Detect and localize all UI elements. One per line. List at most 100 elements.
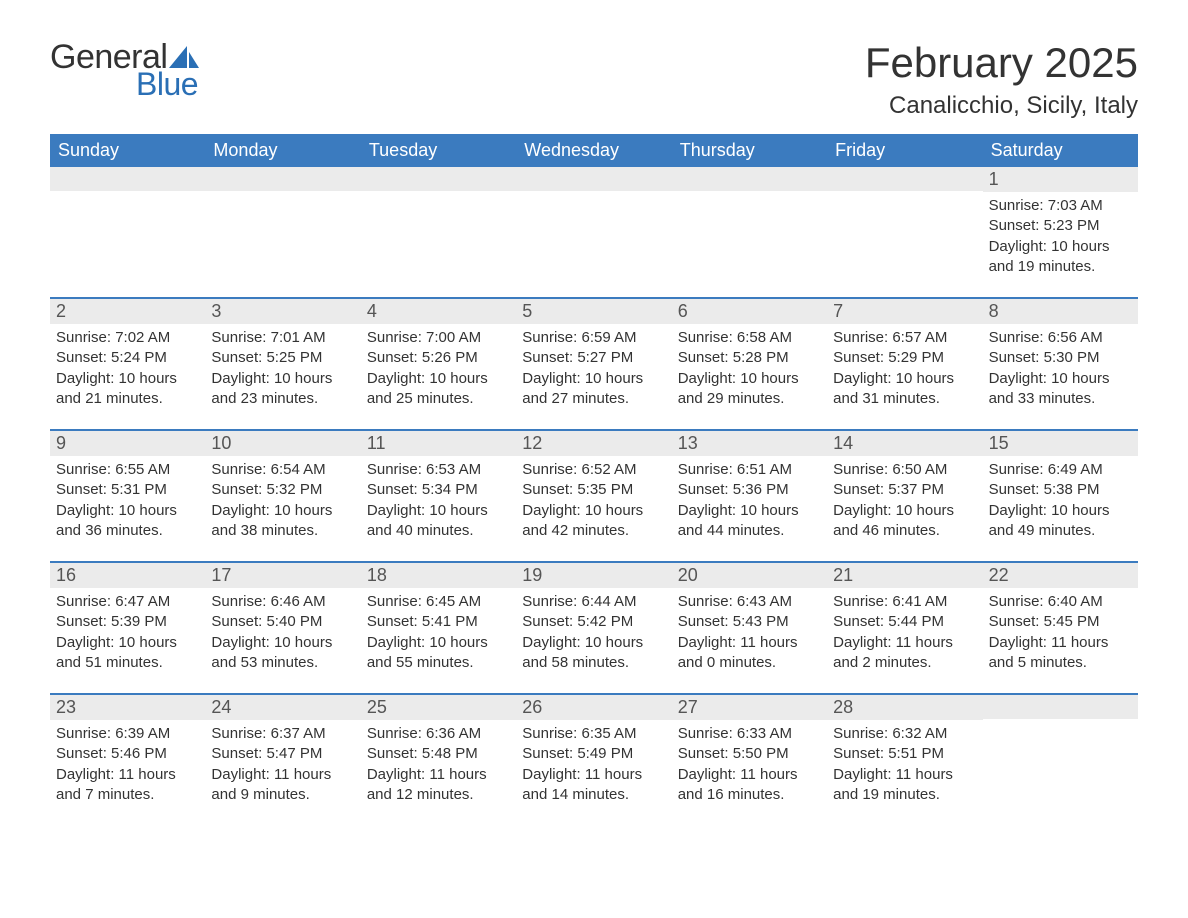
day-number: 26 [516,695,671,720]
sunset-value: 5:34 PM [422,481,478,498]
daylight-label: Daylight: [833,766,891,783]
sunset-line: Sunset: 5:48 PM [367,744,510,764]
daylight-line: Daylight: 11 hours and 5 minutes. [989,633,1132,674]
day-cell: 10Sunrise: 6:54 AMSunset: 5:32 PMDayligh… [205,431,360,561]
day-cell: 15Sunrise: 6:49 AMSunset: 5:38 PMDayligh… [983,431,1138,561]
day-body: Sunrise: 6:59 AMSunset: 5:27 PMDaylight:… [516,324,671,419]
sunrise-line: Sunrise: 6:35 AM [522,724,665,744]
daylight-label: Daylight: [56,370,114,387]
sunrise-value: 6:36 AM [426,725,481,742]
daylight-line: Daylight: 10 hours and 36 minutes. [56,501,199,542]
day-body: Sunrise: 6:37 AMSunset: 5:47 PMDaylight:… [205,720,360,815]
day-number: 22 [983,563,1138,588]
day-cell [205,167,360,297]
sunrise-line: Sunrise: 7:02 AM [56,328,199,348]
sunrise-label: Sunrise: [522,329,577,346]
sunrise-line: Sunrise: 6:32 AM [833,724,976,744]
sunset-label: Sunset: [678,613,729,630]
daylight-line: Daylight: 10 hours and 27 minutes. [522,369,665,410]
sunset-value: 5:49 PM [577,745,633,762]
day-body: Sunrise: 6:36 AM Sunset: 5:48 PMDaylight:… [361,720,516,815]
sunset-value: 5:32 PM [266,481,322,498]
daylight-label: Daylight: [678,634,736,651]
daylight-line: Daylight: 10 hours and 55 minutes. [367,633,510,674]
daylight-line: Daylight: 10 hours and 21 minutes. [56,369,199,410]
day-number: 5 [516,299,671,324]
sunset-value: 5:36 PM [733,481,789,498]
sunrise-label: Sunrise: [367,725,422,742]
sunset-line: Sunset: 5:32 PM [211,480,354,500]
sunset-value: 5:39 PM [111,613,167,630]
sunset-value: 5:28 PM [733,349,789,366]
sunset-label: Sunset: [833,745,884,762]
daylight-label: Daylight: [56,766,114,783]
weekday-header: Sunday [50,134,205,167]
sunrise-value: 6:35 AM [581,725,636,742]
day-cell: 9Sunrise: 6:55 AMSunset: 5:31 PMDaylight… [50,431,205,561]
daylight-line: Daylight: 10 hours and 31 minutes. [833,369,976,410]
sunrise-line: Sunrise: 6:50 AM [833,460,976,480]
daylight-line: Daylight: 11 hours and 19 minutes. [833,765,976,806]
day-cell: 2Sunrise: 7:02 AMSunset: 5:24 PMDaylight… [50,299,205,429]
sunset-line: Sunset: 5:35 PM [522,480,665,500]
sunset-line: Sunset: 5:25 PM [211,348,354,368]
day-cell: 6Sunrise: 6:58 AMSunset: 5:28 PMDaylight… [672,299,827,429]
sunset-value: 5:50 PM [733,745,789,762]
day-cell: 24Sunrise: 6:37 AMSunset: 5:47 PMDayligh… [205,695,360,825]
daylight-label: Daylight: [678,766,736,783]
sunset-value: 5:44 PM [888,613,944,630]
sunset-label: Sunset: [367,613,418,630]
day-body: Sunrise: 6:45 AMSunset: 5:41 PMDaylight:… [361,588,516,683]
sunrise-value: 7:02 AM [115,329,170,346]
sunset-line: Sunset: 5:49 PM [522,744,665,764]
sunset-line: Sunset: 5:50 PM [678,744,821,764]
logo-text-blue: Blue [136,68,199,100]
sunset-line: Sunset: 5:31 PM [56,480,199,500]
sunrise-label: Sunrise: [833,725,888,742]
sunset-line: Sunset: 5:44 PM [833,612,976,632]
sunset-label: Sunset: [522,613,573,630]
daylight-line: Daylight: 11 hours and 12 minutes. [367,765,510,806]
sunrise-label: Sunrise: [833,461,888,478]
day-cell: 19Sunrise: 6:44 AMSunset: 5:42 PMDayligh… [516,563,671,693]
week-row: 9Sunrise: 6:55 AMSunset: 5:31 PMDaylight… [50,429,1138,561]
sunrise-label: Sunrise: [522,461,577,478]
sunset-label: Sunset: [989,613,1040,630]
week-row: 1Sunrise: 7:03 AMSunset: 5:23 PMDaylight… [50,167,1138,297]
day-number: 28 [827,695,982,720]
sunset-label: Sunset: [833,613,884,630]
day-body: Sunrise: 7:00 AMSunset: 5:26 PMDaylight:… [361,324,516,419]
week-row: 2Sunrise: 7:02 AMSunset: 5:24 PMDaylight… [50,297,1138,429]
sunset-value: 5:24 PM [111,349,167,366]
sunrise-value: 6:47 AM [115,593,170,610]
day-cell: 8Sunrise: 6:56 AMSunset: 5:30 PMDaylight… [983,299,1138,429]
day-number: 25 [361,695,516,720]
sunrise-label: Sunrise: [522,725,577,742]
day-number: 23 [50,695,205,720]
day-cell: 27Sunrise: 6:33 AMSunset: 5:50 PMDayligh… [672,695,827,825]
day-body: Sunrise: 6:49 AMSunset: 5:38 PMDaylight:… [983,456,1138,551]
weekday-header: Friday [827,134,982,167]
daylight-line: Daylight: 10 hours and 23 minutes. [211,369,354,410]
day-cell [672,167,827,297]
day-number [827,167,982,191]
sunset-line: Sunset: 5:39 PM [56,612,199,632]
day-number: 2 [50,299,205,324]
sunrise-label: Sunrise: [989,329,1044,346]
sunrise-value: 6:55 AM [115,461,170,478]
sunset-value: 5:23 PM [1044,217,1100,234]
day-body: Sunrise: 6:44 AMSunset: 5:42 PMDaylight:… [516,588,671,683]
day-cell: 13Sunrise: 6:51 AMSunset: 5:36 PMDayligh… [672,431,827,561]
day-number: 16 [50,563,205,588]
sunrise-label: Sunrise: [678,461,733,478]
sunrise-line: Sunrise: 7:00 AM [367,328,510,348]
day-body: Sunrise: 6:40 AMSunset: 5:45 PMDaylight:… [983,588,1138,683]
sunrise-value: 6:39 AM [115,725,170,742]
daylight-label: Daylight: [367,370,425,387]
day-number [983,695,1138,719]
sunset-label: Sunset: [522,745,573,762]
day-cell [50,167,205,297]
sunrise-value: 6:41 AM [892,593,947,610]
week-row: 16Sunrise: 6:47 AMSunset: 5:39 PMDayligh… [50,561,1138,693]
sunrise-value: 6:52 AM [581,461,636,478]
